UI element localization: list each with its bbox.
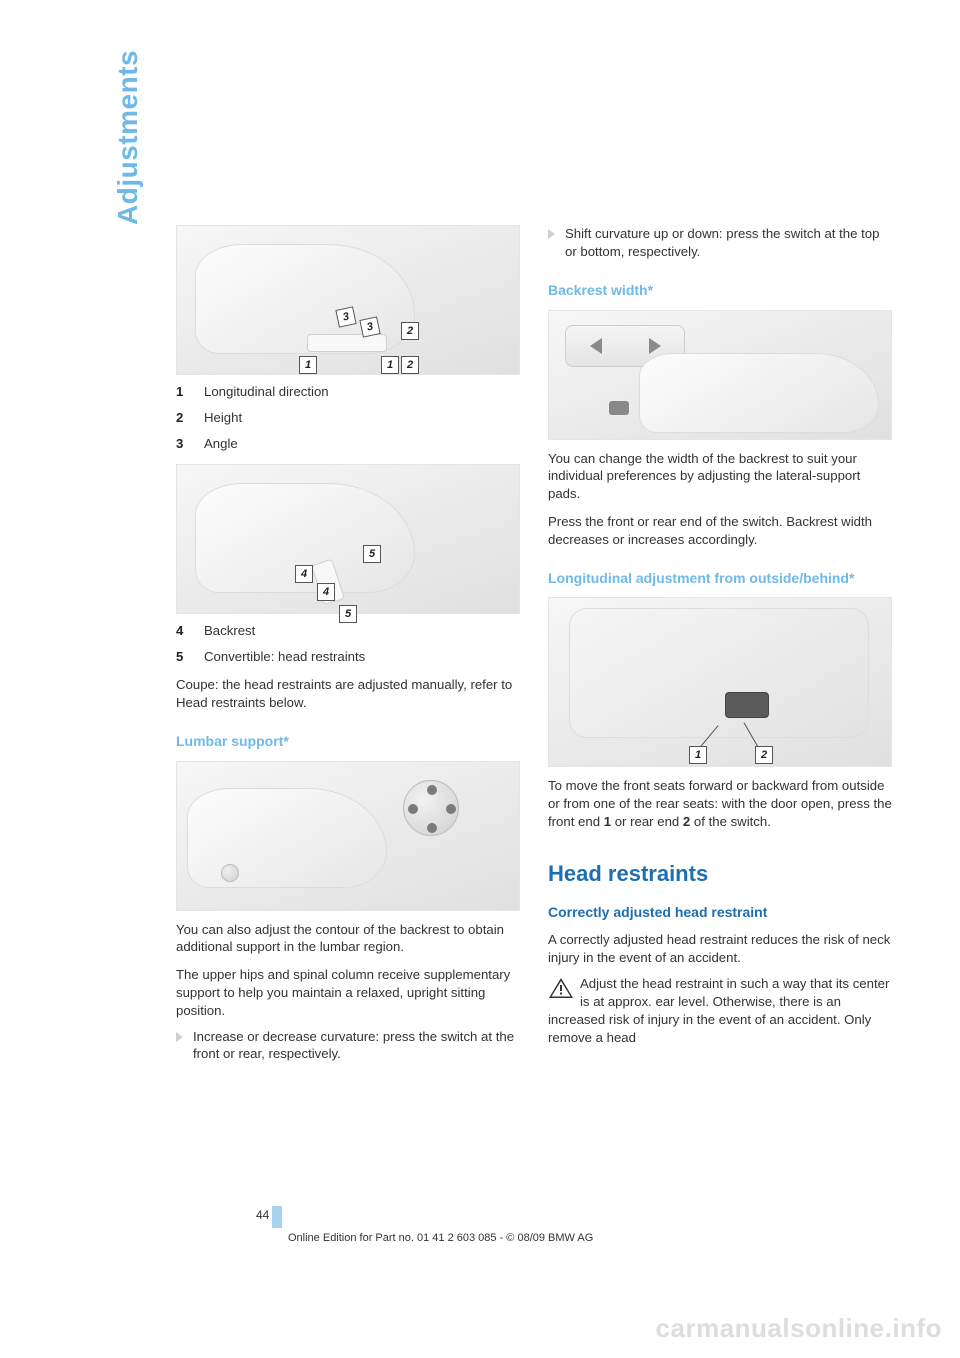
paragraph: You can also adjust the contour of the b… [176, 921, 520, 957]
list-text: Longitudinal direction [204, 383, 329, 401]
triangle-bullet-icon [176, 1032, 183, 1042]
paragraph: To move the front seats forward or backw… [548, 777, 892, 830]
interior-illustration [569, 608, 869, 738]
warning-icon [548, 977, 574, 999]
lumbar-knob-small-icon [221, 864, 239, 882]
rocker-small-icon [609, 401, 629, 415]
paragraph: You can change the width of the backrest… [548, 450, 892, 503]
control-rail-illustration [307, 334, 387, 352]
callout-3b: 3 [359, 316, 380, 337]
callout-1b: 1 [381, 356, 399, 374]
arrow-right-icon [649, 338, 661, 354]
content-columns: 1 1 2 2 3 3 1 Longitudinal direction 2 H… [176, 225, 892, 1063]
lumbar-knob-icon [403, 780, 459, 836]
paragraph: Coupe: the head restraints are adjusted … [176, 676, 520, 712]
list-number: 1 [176, 383, 190, 401]
list-item: 3 Angle [176, 435, 520, 453]
list-item: 4 Backrest [176, 622, 520, 640]
bullet-item: Shift curvature up or down: press the sw… [548, 225, 892, 261]
seat-illustration [187, 788, 387, 888]
footer-text: Online Edition for Part no. 01 41 2 603 … [288, 1232, 593, 1244]
callout-2: 2 [755, 746, 773, 764]
triangle-bullet-icon [548, 229, 555, 239]
callout-2b: 2 [401, 356, 419, 374]
callout-5b: 5 [339, 605, 357, 623]
figure-backrest-width [548, 310, 892, 440]
paragraph: The upper hips and spinal column receive… [176, 966, 520, 1019]
bullet-text: Increase or decrease curvature: press th… [193, 1028, 520, 1064]
paragraph: Press the front or rear end of the switc… [548, 513, 892, 549]
subheading-lumbar: Lumbar support* [176, 732, 520, 751]
lumbar-knob-inset [403, 780, 459, 836]
paragraph: A correctly adjusted head restraint redu… [548, 931, 892, 967]
left-column: 1 1 2 2 3 3 1 Longitudinal direction 2 H… [176, 225, 520, 1063]
warning-text: Adjust the head restraint in such a way … [548, 976, 889, 1044]
watermark: carmanualsonline.info [656, 1313, 942, 1344]
inline-ref-1: 1 [604, 814, 611, 829]
subheading-longitudinal: Longitudinal adjustment from outside/beh… [548, 569, 892, 588]
list-item: 1 Longitudinal direction [176, 383, 520, 401]
page-number: 44 [256, 1208, 269, 1222]
paragraph-text: of the switch. [690, 814, 771, 829]
subheading-correctly-adjusted: Correctly adjusted head restraint [548, 903, 892, 922]
warning-block: Adjust the head restraint in such a way … [548, 975, 892, 1046]
manual-page: Adjustments 1 1 2 2 3 3 1 Longitudinal d… [0, 0, 960, 1358]
list-number: 3 [176, 435, 190, 453]
callout-4: 4 [295, 565, 313, 583]
seat-illustration [639, 353, 879, 433]
figure-lumbar-support [176, 761, 520, 911]
figure-seat-controls-1: 1 1 2 2 3 3 [176, 225, 520, 375]
section-heading-head-restraints: Head restraints [548, 859, 892, 889]
list-item: 2 Height [176, 409, 520, 427]
list-number: 2 [176, 409, 190, 427]
callout-4b: 4 [317, 583, 335, 601]
list-text: Backrest [204, 622, 255, 640]
page-number-highlight [272, 1206, 282, 1228]
figure-longitudinal-outside: 1 2 [548, 597, 892, 767]
list-number: 5 [176, 648, 190, 666]
right-column: Shift curvature up or down: press the sw… [548, 225, 892, 1063]
list-text: Height [204, 409, 242, 427]
list-text: Convertible: head restraints [204, 648, 365, 666]
callout-1: 1 [299, 356, 317, 374]
subheading-backrest-width: Backrest width* [548, 281, 892, 300]
list-item: 5 Convertible: head restraints [176, 648, 520, 666]
bullet-text: Shift curvature up or down: press the sw… [565, 225, 892, 261]
callout-5: 5 [363, 545, 381, 563]
list-number: 4 [176, 622, 190, 640]
bullet-item: Increase or decrease curvature: press th… [176, 1028, 520, 1064]
list-text: Angle [204, 435, 238, 453]
longitudinal-switch-illustration [725, 692, 769, 718]
callout-3: 3 [335, 306, 356, 327]
callout-1: 1 [689, 746, 707, 764]
figure-seat-controls-2: 4 4 5 5 [176, 464, 520, 614]
arrow-left-icon [590, 338, 602, 354]
section-side-tab: Adjustments [112, 50, 144, 225]
paragraph-text: or rear end [611, 814, 683, 829]
callout-2: 2 [401, 322, 419, 340]
